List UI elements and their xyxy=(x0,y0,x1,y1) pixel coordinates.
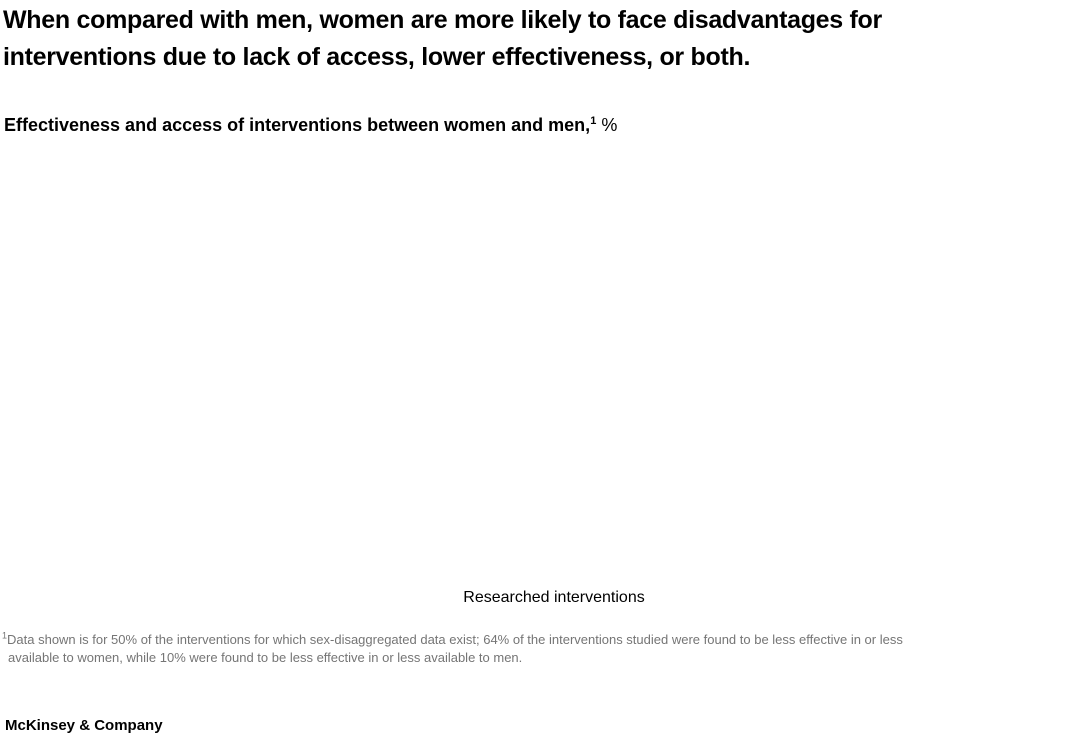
subtitle-footnote-marker: 1 xyxy=(590,115,597,127)
subtitle-unit: % xyxy=(601,115,618,135)
footnote-line-1: 1Data shown is for 50% of the interventi… xyxy=(2,631,1062,649)
exhibit-title-line-1: When compared with men, women are more l… xyxy=(3,6,882,34)
chart-subtitle-text: Effectiveness and access of intervention… xyxy=(4,115,591,135)
x-axis-label: Researched interventions xyxy=(463,589,645,606)
mckinsey-company-wordmark: McKinsey & Company xyxy=(5,717,163,734)
footnote-line-1-text: Data shown is for 50% of the interventio… xyxy=(7,632,903,647)
footnote-line-2: available to women, while 10% were found… xyxy=(8,650,523,665)
chart-subtitle: Effectiveness and access of intervention… xyxy=(4,112,1004,138)
exhibit-title: When compared with men, women are more l… xyxy=(3,2,1075,76)
exhibit-title-line-2: interventions due to lack of access, low… xyxy=(3,43,751,71)
footnote: 1Data shown is for 50% of the interventi… xyxy=(2,631,1062,667)
chart-plot-area xyxy=(28,165,1080,585)
footnote-marker: 1 xyxy=(2,630,8,641)
